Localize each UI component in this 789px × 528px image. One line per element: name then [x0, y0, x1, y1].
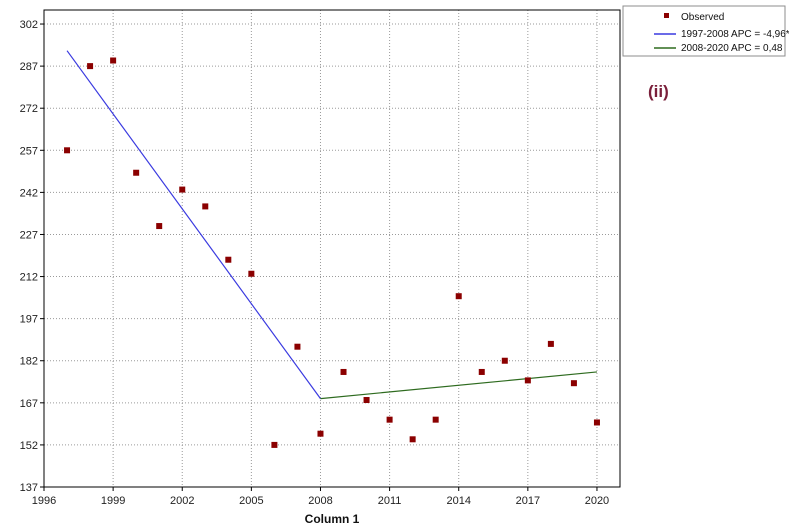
x-tick-label: 1999 [101, 495, 125, 507]
x-tick-label: 2014 [446, 495, 470, 507]
y-tick-label: 212 [20, 272, 38, 284]
observed-point [225, 256, 232, 263]
x-axis-title: Column 1 [305, 512, 360, 526]
x-tick-label: 2011 [378, 495, 402, 507]
observed-point [87, 63, 94, 70]
y-axis-ticks: 137 152 167 182 197 212 227 242 257 272 287 302 [20, 19, 44, 494]
observed-point [432, 416, 439, 423]
observed-points [64, 57, 600, 448]
observed-point [340, 368, 347, 375]
observed-point [363, 397, 370, 404]
observed-point [179, 186, 186, 193]
observed-point [524, 377, 531, 384]
observed-point [202, 203, 209, 210]
x-tick-label: 2008 [308, 495, 332, 507]
observed-point [64, 147, 71, 154]
observed-point [547, 340, 554, 347]
observed-point [478, 368, 485, 375]
legend-label-segment-1: 1997-2008 APC = -4,96* [681, 29, 789, 40]
y-tick-label: 182 [20, 356, 38, 368]
grid-lines [43, 10, 620, 488]
observed-point [409, 436, 416, 443]
observed-point [110, 57, 117, 64]
x-tick-label: 2020 [585, 495, 609, 507]
legend-label-segment-2: 2008-2020 APC = 0,48 [681, 43, 783, 54]
legend-label-observed: Observed [681, 12, 724, 23]
trend-segment-2 [320, 371, 598, 400]
y-tick-label: 227 [20, 229, 38, 241]
legend: Observed 1997-2008 APC = -4,96* 2008-202… [622, 5, 789, 57]
legend-box [622, 5, 786, 57]
observed-point [317, 430, 324, 437]
x-tick-label: 2005 [239, 495, 263, 507]
y-tick-label: 242 [20, 187, 38, 199]
observed-point [593, 419, 600, 426]
y-tick-label: 197 [20, 314, 38, 326]
y-tick-label: 257 [20, 145, 38, 157]
panel-label: (ii) [648, 82, 669, 101]
x-tick-label: 2002 [170, 495, 194, 507]
y-tick-label: 287 [20, 61, 38, 73]
observed-point [294, 343, 301, 350]
observed-point [248, 270, 255, 277]
observed-point [156, 223, 163, 230]
x-tick-label: 1996 [32, 495, 56, 507]
observed-point [133, 169, 140, 176]
y-tick-label: 137 [20, 482, 38, 494]
x-axis-ticks: 1996 1999 2002 2005 2008 2011 2014 2017 2020 [32, 487, 609, 507]
trend-segment-1 [66, 50, 321, 399]
y-tick-label: 152 [20, 440, 38, 452]
plot-area [43, 9, 621, 488]
observed-point [455, 293, 462, 300]
trend-segments [66, 50, 598, 400]
observed-point [271, 441, 278, 448]
observed-point [570, 380, 577, 387]
legend-marker-observed [664, 13, 669, 18]
y-tick-label: 167 [20, 398, 38, 410]
x-tick-label: 2017 [516, 495, 540, 507]
y-tick-label: 272 [20, 103, 38, 115]
y-tick-label: 302 [20, 19, 38, 31]
observed-point [386, 416, 393, 423]
observed-point [501, 357, 508, 364]
